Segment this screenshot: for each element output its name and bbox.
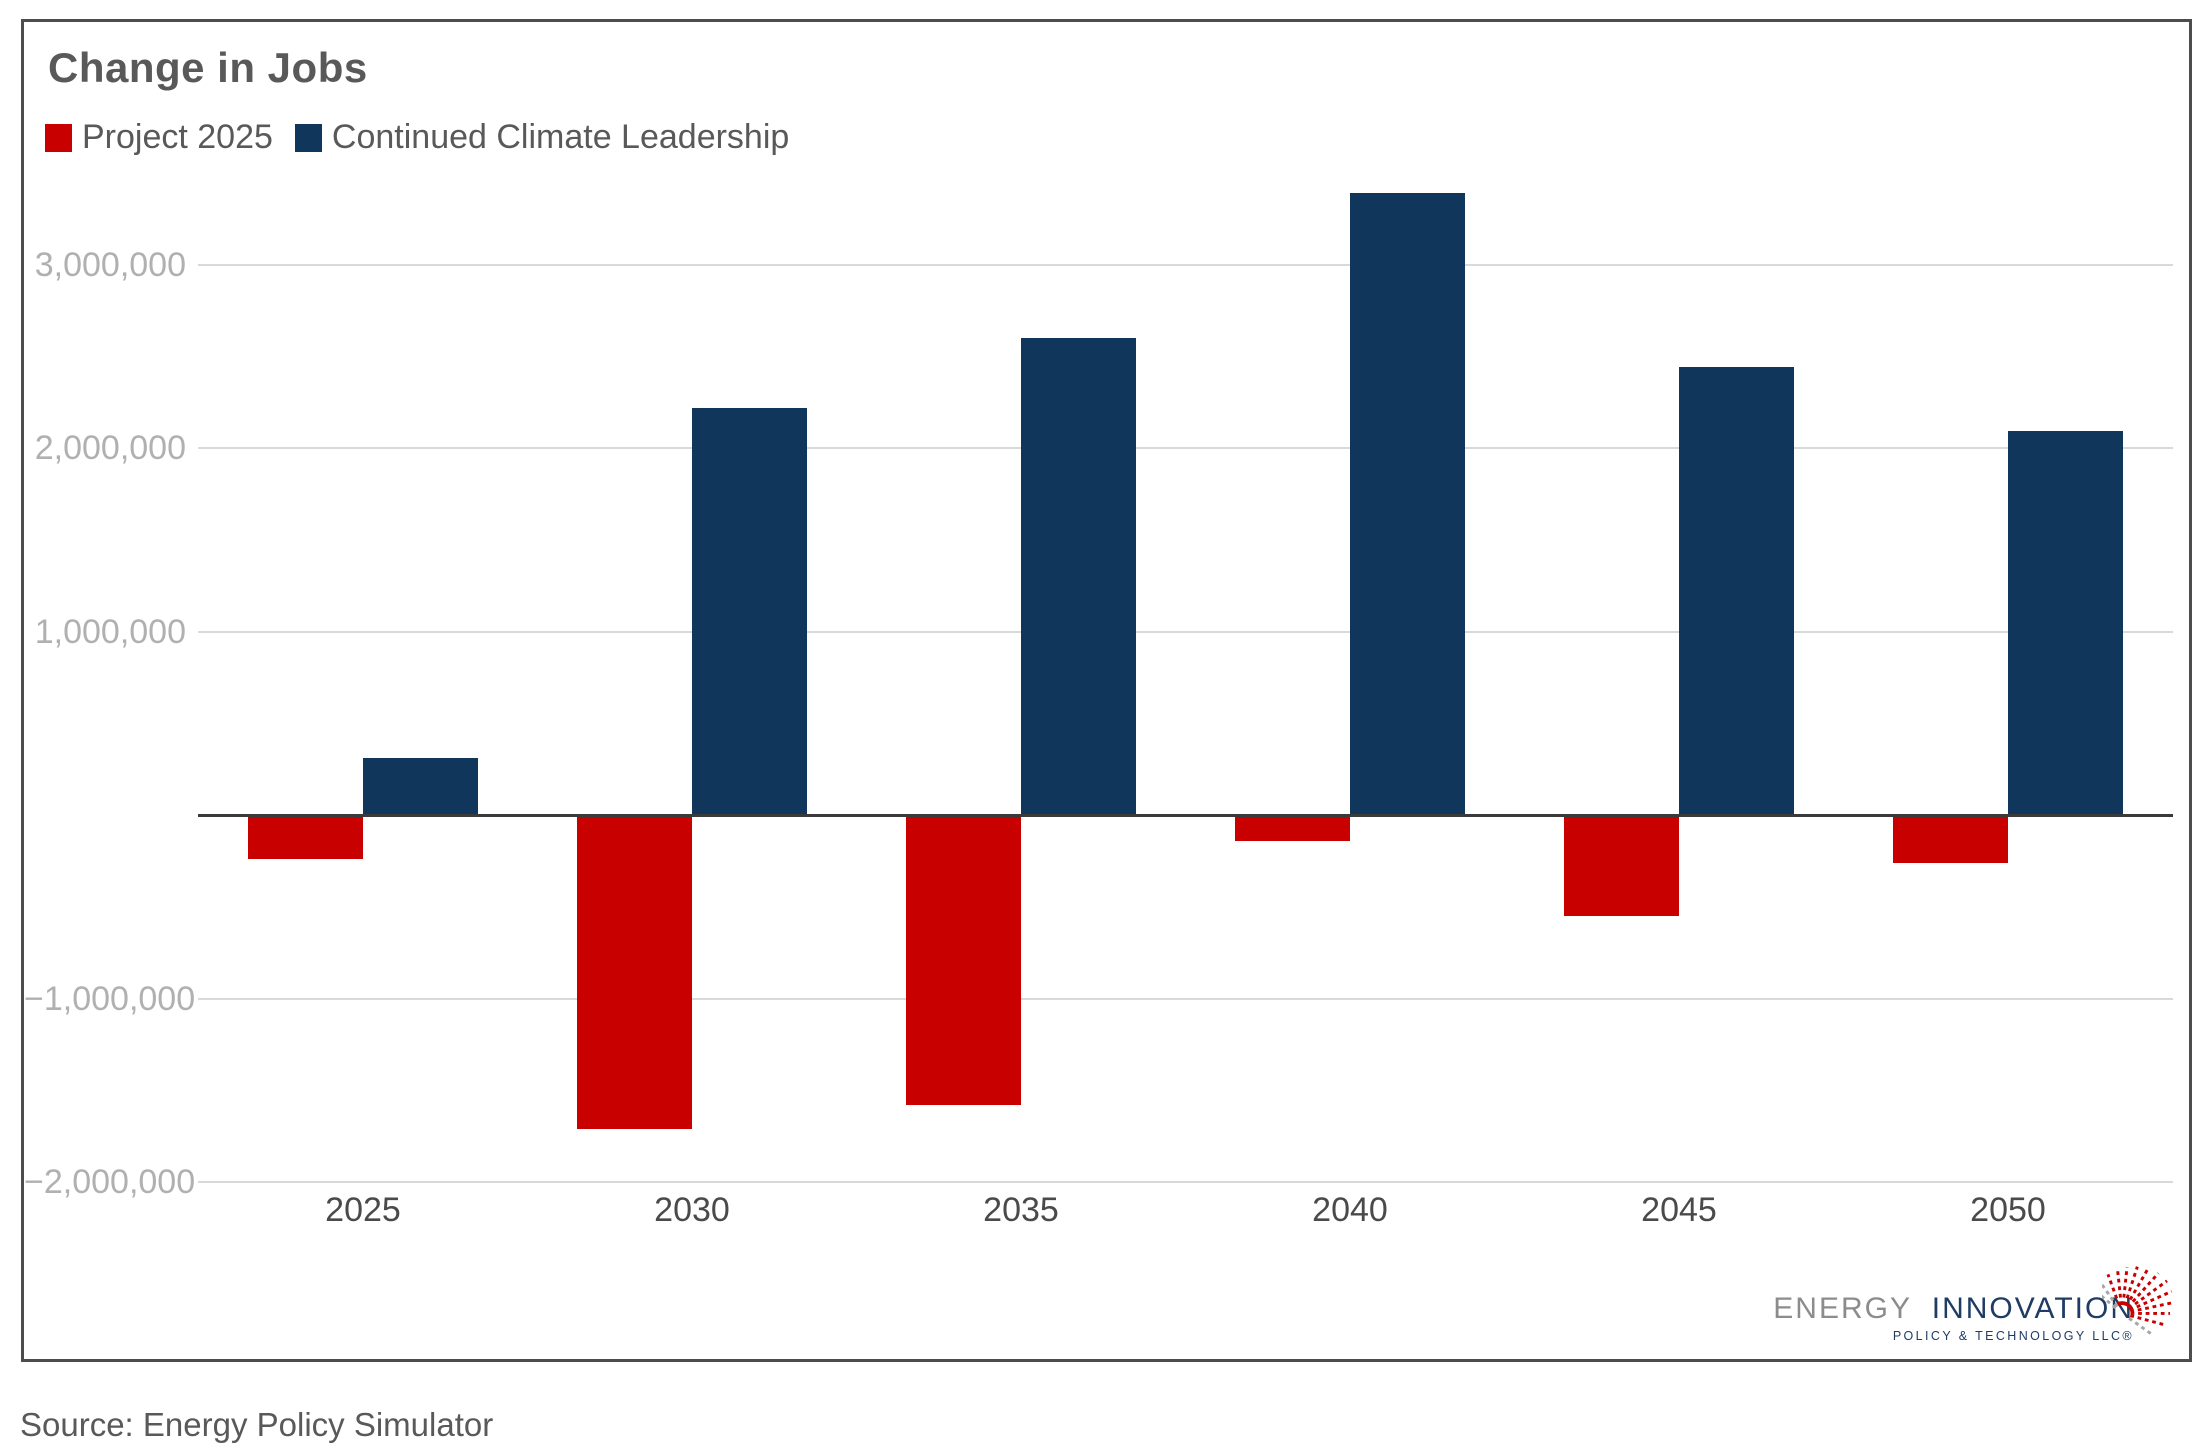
gridline	[198, 447, 2173, 449]
bar-project-2025-2040	[1235, 815, 1350, 841]
zero-axis-line	[198, 814, 2173, 817]
y-axis-tick-label: 3,000,000	[34, 245, 186, 284]
legend: Project 2025 Continued Climate Leadershi…	[45, 118, 789, 157]
logo-subtitle-text: POLICY & TECHNOLOGY LLC®	[1892, 1329, 2134, 1343]
bar-continued-climate-leadership-2040	[1350, 192, 1465, 815]
legend-swatch-continued-climate-leadership-icon	[294, 123, 322, 152]
legend-label-continued-climate-leadership: Continued Climate Leadership	[331, 118, 790, 156]
y-axis-tick-label: −2,000,000	[24, 1163, 196, 1201]
gridline	[198, 997, 2173, 1000]
legend-swatch-project-2025-icon	[45, 123, 72, 152]
starburst-icon	[2102, 1266, 2173, 1337]
x-axis-tick-label: 2025	[325, 1191, 401, 1229]
energy-innovation-logo: ENERGY INNOVATION POLICY & TECHNOLOGY LL…	[1773, 1266, 2173, 1343]
bar-project-2025-2035	[906, 815, 1021, 1105]
x-axis-tick-label: 2035	[983, 1191, 1059, 1229]
bar-project-2025-2050	[1893, 815, 2008, 863]
legend-label-project-2025: Project 2025	[82, 118, 273, 156]
bar-continued-climate-leadership-2025	[363, 758, 478, 815]
source-text: Source: Energy Policy Simulator	[20, 1406, 494, 1443]
chart-title: Change in Jobs	[48, 44, 368, 91]
y-axis-tick-label: 1,000,000	[34, 612, 186, 651]
x-axis-tick-label: 2040	[1312, 1191, 1388, 1229]
chart-card: Change in Jobs Project 2025 Continued Cl…	[21, 19, 2192, 1362]
logo-energy-text: ENERGY	[1773, 1292, 1912, 1325]
bar-project-2025-2045	[1564, 815, 1679, 916]
gridline	[198, 630, 2173, 633]
bar-continued-climate-leadership-2035	[1021, 337, 1136, 815]
bar-project-2025-2030	[577, 815, 692, 1129]
bar-project-2025-2025	[248, 815, 363, 860]
y-axis-tick-label: 2,000,000	[34, 429, 186, 467]
x-axis-tick-label: 2030	[654, 1191, 730, 1229]
plot-area: 3,000,000 2,000,000 1,000,000 −1,000,000 −2,…	[24, 22, 2189, 1359]
gridline	[198, 1181, 2173, 1183]
bar-continued-climate-leadership-2030	[692, 407, 807, 815]
legend-item-project-2025: Project 2025	[45, 118, 273, 157]
bar-continued-climate-leadership-2050	[2008, 431, 2123, 815]
bar-continued-climate-leadership-2045	[1679, 367, 1794, 815]
logo-main-text: ENERGY INNOVATION	[1773, 1266, 2173, 1337]
logo-innovation-text: INNOVATION	[1931, 1292, 2134, 1325]
legend-item-continued-climate-leadership: Continued Climate Leadership	[294, 118, 790, 157]
x-axis-tick-label: 2050	[1970, 1191, 2046, 1229]
x-axis-tick-label: 2045	[1641, 1191, 1717, 1229]
y-axis-tick-label: −1,000,000	[24, 979, 196, 1018]
gridline	[198, 263, 2173, 266]
